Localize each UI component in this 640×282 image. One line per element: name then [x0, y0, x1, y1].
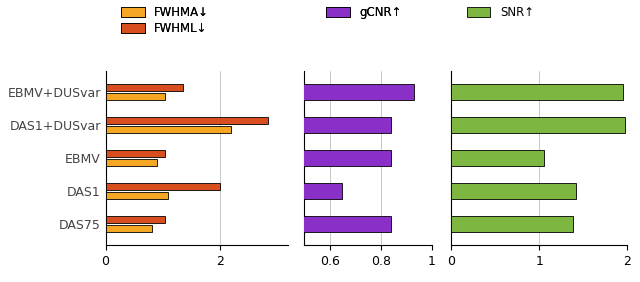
Bar [106, 224, 152, 232]
Bar [106, 158, 157, 166]
Bar [451, 216, 573, 232]
Bar [451, 183, 576, 199]
Bar [106, 183, 220, 190]
Bar [106, 125, 231, 133]
Bar [106, 216, 166, 223]
Bar [176, 84, 414, 100]
Bar [106, 92, 166, 100]
Bar [451, 150, 543, 166]
Legend: SNR↑: SNR↑ [467, 6, 534, 19]
Bar [106, 191, 168, 199]
Bar [176, 117, 391, 133]
Bar [176, 150, 391, 166]
Bar [176, 183, 342, 199]
Legend: FWHMA↓, FWHML↓: FWHMA↓, FWHML↓ [121, 6, 209, 36]
Bar [451, 117, 625, 133]
Legend: gCNR↑: gCNR↑ [326, 6, 401, 19]
Bar [176, 216, 391, 232]
Bar [451, 84, 623, 100]
Bar [106, 84, 182, 91]
Bar [106, 150, 166, 157]
Bar [106, 117, 268, 124]
